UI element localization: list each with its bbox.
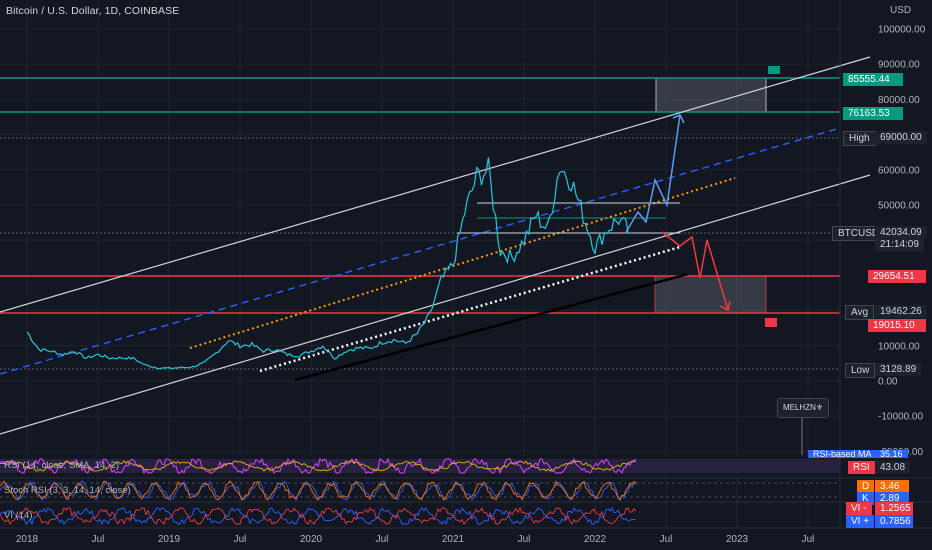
author-watermark: MELHZN⚜: [777, 398, 829, 418]
price-tick-label: 50000.00: [878, 201, 920, 212]
resistance-tag: 29654.51: [868, 270, 926, 283]
time-tick-label: Jul: [518, 534, 531, 545]
high-label-tag: High: [843, 131, 876, 146]
btc-price-line: [26, 157, 631, 370]
price-tick-label: 100000.00: [878, 25, 926, 36]
time-tick-label: 2018: [16, 534, 39, 545]
price-tick-label: 0.00: [878, 377, 898, 388]
chart-grid: [0, 0, 840, 528]
low-value-tag: 3128.89: [875, 363, 922, 376]
bullish-projection-path: [625, 114, 681, 233]
bearish-projection-path: [661, 231, 729, 311]
vi-minus-tag: VI -: [846, 502, 872, 515]
time-tick-label: Jul: [660, 534, 673, 545]
time-tick-label: 2019: [158, 534, 181, 545]
rsi-line: [0, 457, 637, 475]
rsi-ma-tag: RSI-based MA: [808, 450, 877, 458]
stoch-k-line: [0, 480, 637, 502]
red-flag-icon: [765, 318, 777, 327]
stoch-d-tag: D: [857, 480, 875, 493]
price-tick-label: -10000.00: [878, 412, 923, 423]
time-tick-label: Jul: [92, 534, 105, 545]
time-tick-label: 2023: [726, 534, 749, 545]
currency-label: USD: [890, 5, 912, 16]
countdown-tag: 21:14:09: [875, 238, 924, 251]
low-label-tag: Low: [845, 363, 876, 378]
avg-value-tag: 19462.26: [875, 305, 927, 318]
price-tick-label: 10000.00: [878, 341, 920, 352]
stoch-k-value-tag: 2.89: [875, 492, 909, 505]
symbol-title[interactable]: Bitcoin / U.S. Dollar, 1D, COINBASE: [6, 5, 180, 17]
time-tick-label: Jul: [234, 534, 247, 545]
vi-minus-value-tag: 1.2565: [875, 502, 913, 515]
channel-upper-line: [0, 56, 871, 313]
rsi-tag: RSI: [848, 461, 875, 474]
support-tag: 19015.10: [868, 319, 926, 332]
black-support-trendline: [294, 272, 689, 382]
white-dotted-trendline: [259, 245, 681, 373]
zone-bottom-tag: 76163.53: [843, 107, 903, 120]
time-tick-label: Jul: [802, 534, 815, 545]
channel-mid-dashed-line: [0, 127, 841, 375]
time-axis[interactable]: 2018 Jul 2019 Jul 2020 Jul 2021 Jul 2022 Jul 2023 J…: [16, 534, 815, 545]
price-tick-label: 60000.00: [878, 165, 920, 176]
bullish-projection-arrowhead: [672, 114, 685, 124]
rsi-legend[interactable]: RSI (14, close, SMA, 14, 2): [4, 460, 120, 471]
green-target-zone: [655, 77, 767, 113]
vi-plus-tag: VI +: [846, 515, 875, 528]
time-tick-label: 2021: [442, 534, 465, 545]
stoch-d-line: [0, 480, 637, 501]
zone-top-tag: 85555.44: [843, 73, 903, 86]
vi-legend[interactable]: VI (14): [4, 510, 33, 521]
rsi-value-tag: 43.08: [875, 461, 911, 474]
vi-plus-value-tag: 0.7856: [875, 515, 913, 528]
rsi-ma-line: [0, 460, 637, 472]
red-target-zone: [654, 275, 767, 314]
vi-plus-line: [0, 507, 637, 526]
stoch-d-value-tag: 3.46: [875, 480, 909, 493]
bearish-projection-arrowhead: [719, 300, 731, 312]
stoch-legend[interactable]: Stoch RSI (3, 3, 14, 14, close): [4, 485, 131, 496]
time-tick-label: Jul: [376, 534, 389, 545]
time-tick-label: 2022: [584, 534, 607, 545]
orange-dotted-trendline: [189, 177, 736, 349]
last-value-tag: 42034.09: [875, 226, 927, 239]
channel-lower-line: [0, 174, 871, 435]
price-tick-label: 90000.00: [878, 60, 920, 71]
time-tick-label: 2020: [300, 534, 323, 545]
vi-minus-line: [0, 506, 637, 525]
high-value-tag: 69000.00: [875, 131, 927, 144]
price-tick-label: 80000.00: [878, 95, 920, 106]
green-flag-icon: [768, 66, 780, 74]
avg-label-tag: Avg: [845, 305, 875, 320]
stoch-k-tag: K: [857, 492, 874, 505]
rsi-ma-value-tag: 35.16: [875, 450, 908, 458]
